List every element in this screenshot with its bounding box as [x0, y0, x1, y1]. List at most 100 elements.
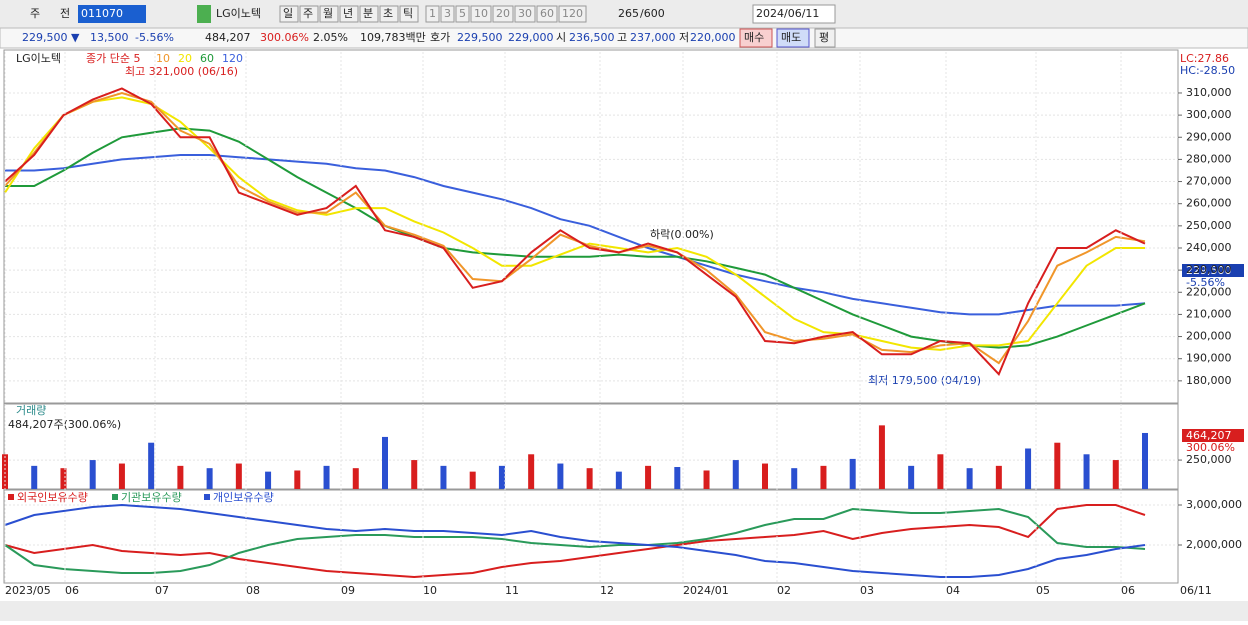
- legend-swatch: [112, 494, 118, 500]
- period[interactable]: 주: [30, 7, 40, 20]
- span[interactable]: 120: [562, 7, 583, 20]
- span-button[interactable]: [425, 5, 440, 23]
- x-tick-label: 12: [600, 584, 614, 597]
- volume-bar: [849, 458, 856, 489]
- legend-swatch: [8, 494, 14, 500]
- y-tick-label: 280,000: [1186, 152, 1232, 165]
- unit[interactable]: 월: [323, 7, 333, 20]
- span[interactable]: 5: [459, 7, 466, 20]
- avg-button[interactable]: [814, 28, 836, 48]
- price: 229,500 ▼: [22, 31, 80, 44]
- span[interactable]: 1: [429, 7, 436, 20]
- buy-button[interactable]: [739, 28, 773, 48]
- stock-name[interactable]: LG이노텍: [216, 7, 261, 20]
- holdings-legend: 외국인보유수량: [17, 491, 88, 504]
- unit-button[interactable]: [379, 5, 399, 23]
- y-tick-label: 260,000: [1186, 197, 1232, 210]
- y-tick-label: 300,000: [1186, 108, 1232, 121]
- volume-bar: [1025, 448, 1032, 489]
- volume-title: 거래량: [16, 404, 46, 417]
- legend-item: 20: [178, 52, 192, 65]
- low-note: 최저 179,500 (04/19): [868, 374, 981, 387]
- span[interactable]: 20: [496, 7, 510, 20]
- volume-bar: [89, 460, 96, 489]
- sell[interactable]: 매도: [781, 31, 801, 44]
- sell-button[interactable]: [776, 28, 810, 48]
- unit[interactable]: 분: [363, 7, 373, 20]
- code[interactable]: 011070: [81, 7, 123, 20]
- volume: 484,207: [205, 31, 251, 44]
- span-button[interactable]: [440, 5, 455, 23]
- unit-button[interactable]: [359, 5, 379, 23]
- span[interactable]: 3: [444, 7, 451, 20]
- volume-bar: [440, 465, 447, 489]
- date[interactable]: 2024/06/11: [756, 7, 819, 20]
- volume-bar: [382, 436, 388, 489]
- unit[interactable]: 년: [343, 7, 353, 20]
- y-tick-label: 3,000,000: [1186, 498, 1242, 511]
- y-tick-label: 290,000: [1186, 130, 1232, 143]
- span-button[interactable]: [558, 5, 587, 23]
- y-tick-label: 250,000: [1186, 453, 1232, 466]
- unit[interactable]: 틱: [403, 7, 413, 20]
- y-tick-label: 210,000: [1186, 307, 1232, 320]
- volume-bar: [820, 465, 827, 489]
- new-badge: [197, 5, 211, 23]
- x-tick-label: 02: [777, 584, 791, 597]
- unit-button[interactable]: [319, 5, 339, 23]
- count[interactable]: 265: [618, 7, 639, 20]
- volume-bar: [235, 463, 242, 489]
- span[interactable]: 30: [518, 7, 532, 20]
- volume-bar: [966, 468, 973, 489]
- code-box[interactable]: [78, 5, 146, 23]
- low-label: 저: [679, 31, 689, 44]
- legend-item: 120: [222, 52, 243, 65]
- count-max: /600: [640, 7, 665, 20]
- x-tick-label: 06: [65, 584, 79, 597]
- volume-bar: [498, 465, 505, 489]
- avg[interactable]: 평: [819, 31, 829, 44]
- volume-pct: 300.06%: [260, 31, 309, 44]
- unit-button[interactable]: [299, 5, 319, 23]
- last-pct: -5.56%: [1186, 276, 1225, 289]
- unit-button[interactable]: [339, 5, 359, 23]
- last-volume: 464,207: [1186, 429, 1232, 442]
- span-button[interactable]: [470, 5, 492, 23]
- y-tick-label: 310,000: [1186, 86, 1232, 99]
- span-button[interactable]: [514, 5, 536, 23]
- span[interactable]: 10: [474, 7, 488, 20]
- high-label: 고: [617, 31, 627, 44]
- span-button[interactable]: [536, 5, 558, 23]
- volume-bar: [206, 468, 213, 489]
- x-tick-label: 2024/01: [683, 584, 729, 597]
- unit-button[interactable]: [279, 5, 299, 23]
- y-tick-label: 240,000: [1186, 241, 1232, 254]
- series-line: [4, 507, 1146, 574]
- unit-button[interactable]: [399, 5, 419, 23]
- x-tick-label: 11: [505, 584, 519, 597]
- unit[interactable]: 주: [303, 7, 313, 20]
- buy[interactable]: 매수: [744, 31, 764, 44]
- span-button[interactable]: [492, 5, 514, 23]
- scrollbar[interactable]: [0, 601, 1248, 621]
- unit[interactable]: 일: [283, 6, 293, 20]
- span[interactable]: 60: [540, 7, 554, 20]
- y-tick-label: 2,000,000: [1186, 538, 1242, 551]
- volume-bar: [469, 471, 476, 489]
- volume-bar: [557, 463, 564, 489]
- price-panel: [3, 49, 1179, 404]
- volume-bar: [645, 465, 652, 489]
- quote-label: 호가: [430, 31, 450, 44]
- series-line: [4, 87, 1146, 377]
- volume-bar: [732, 460, 739, 489]
- prev[interactable]: 전: [60, 7, 70, 20]
- date-box[interactable]: [752, 4, 836, 24]
- span-button[interactable]: [455, 5, 470, 23]
- open: 236,500: [569, 31, 615, 44]
- series-line: [4, 96, 1145, 351]
- unit[interactable]: 초: [383, 7, 393, 20]
- change: 13,500: [90, 31, 129, 44]
- series-line: [4, 503, 1146, 578]
- volume-bar: [674, 467, 681, 489]
- x-tick-label: 08: [246, 584, 260, 597]
